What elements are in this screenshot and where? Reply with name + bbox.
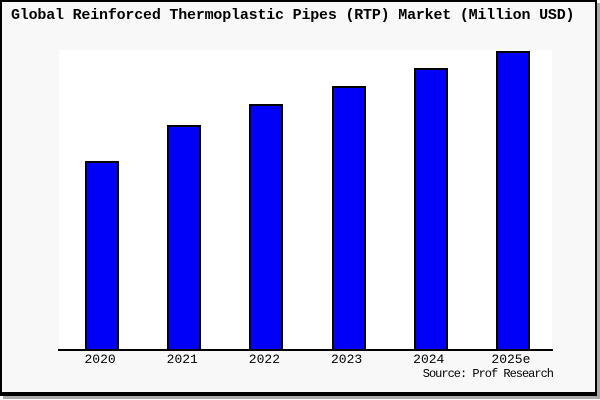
x-axis-line	[58, 349, 553, 351]
chart-title: Global Reinforced Thermoplastic Pipes (R…	[11, 7, 575, 24]
bar	[249, 104, 284, 349]
x-tick-label: 2020	[84, 352, 116, 367]
x-tick-label: 2023	[330, 352, 363, 367]
bar	[495, 50, 530, 349]
x-tick-label: 2022	[248, 352, 281, 367]
source-note: Source: Prof Research	[422, 367, 554, 381]
x-tick-label: 2025e	[491, 352, 531, 367]
x-tick-label: 2024	[413, 352, 445, 367]
x-tick-label: 2021	[166, 352, 198, 367]
bar	[167, 125, 202, 349]
bar	[331, 86, 366, 349]
bar	[85, 160, 120, 349]
plot-area	[59, 50, 552, 349]
bar	[413, 68, 448, 349]
